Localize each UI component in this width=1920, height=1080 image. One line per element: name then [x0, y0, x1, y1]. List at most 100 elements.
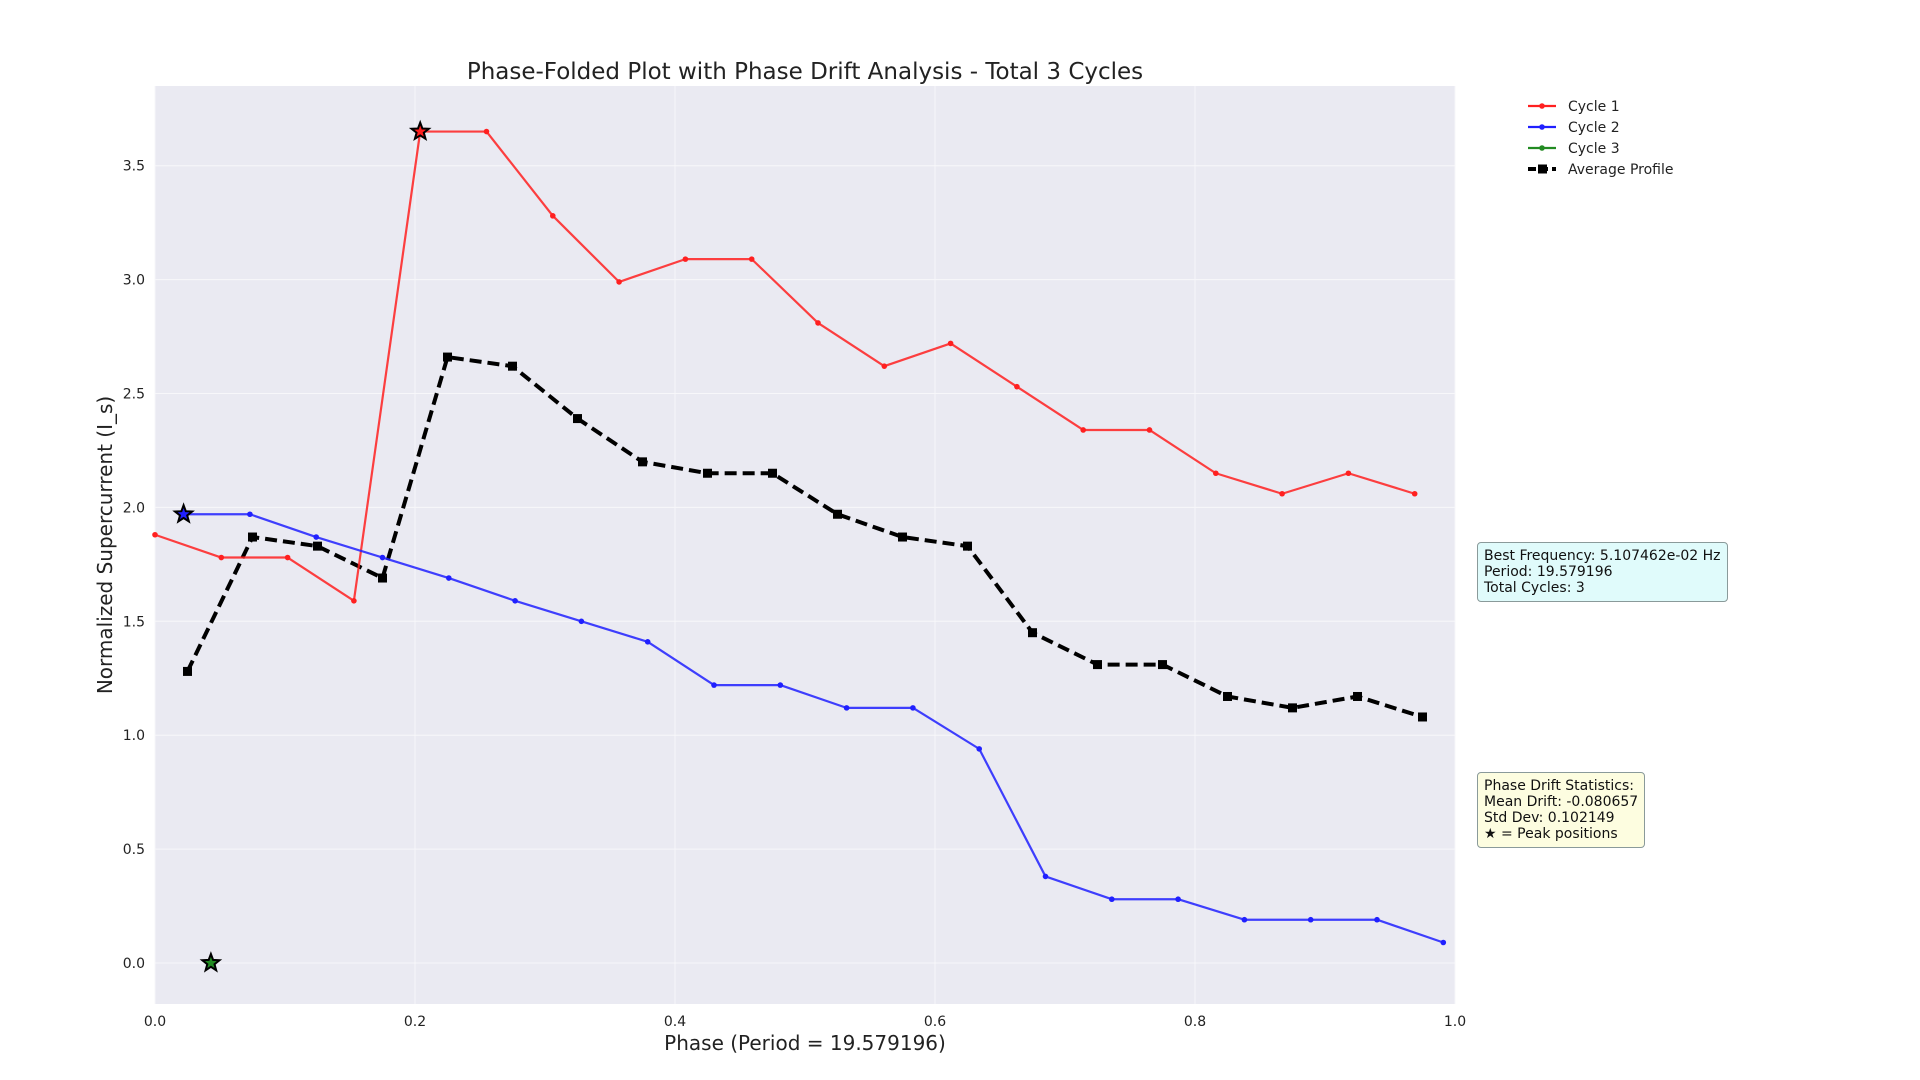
data-point — [550, 213, 556, 219]
x-tick-label: 0.4 — [664, 1014, 686, 1030]
legend-marker — [1538, 164, 1547, 174]
frequency-info-box: Best Frequency: 5.107462e-02 Hz Period: 1… — [1477, 542, 1728, 602]
series-layer — [152, 128, 1447, 946]
data-point — [446, 575, 452, 581]
data-point — [703, 468, 712, 478]
y-axis-label: Normalized Supercurrent (I_s) — [93, 396, 117, 694]
data-point — [1418, 712, 1427, 722]
data-point — [512, 598, 518, 604]
data-point — [183, 666, 192, 676]
data-point — [218, 554, 225, 561]
data-point — [351, 598, 357, 604]
data-point — [1146, 427, 1153, 433]
x-tick-label: 0.8 — [1184, 1014, 1206, 1030]
series-average-profile — [183, 352, 1427, 722]
data-point — [976, 746, 982, 752]
data-point — [898, 532, 907, 542]
legend-label: Cycle 3 — [1568, 141, 1620, 157]
legend-label: Average Profile — [1568, 162, 1673, 178]
data-point — [313, 534, 320, 540]
data-point — [1241, 916, 1248, 923]
y-tick-label: 0.5 — [123, 842, 145, 858]
data-point — [443, 352, 452, 362]
data-point — [1353, 691, 1362, 701]
grid-lines — [154, 86, 1456, 1004]
x-tick-label: 0.0 — [144, 1014, 166, 1030]
data-point — [508, 361, 517, 371]
x-tick-label: 1.0 — [1444, 1014, 1466, 1030]
data-point — [1307, 916, 1314, 923]
data-point — [379, 554, 386, 561]
info-period: Period: 19.579196 — [1484, 564, 1613, 580]
data-point — [313, 541, 322, 551]
data-point — [833, 509, 842, 519]
peak-star-marker — [172, 502, 195, 524]
series-line — [185, 355, 1424, 719]
data-point — [881, 363, 888, 369]
axis-ticks: 0.0 0.2 0.4 0.6 0.8 1.0 0.0 0.5 1.0 1.5 2.0 2.5 3.0 3… — [123, 159, 1466, 1030]
data-point — [573, 414, 582, 424]
y-tick-label: 0.0 — [123, 956, 145, 972]
data-point — [248, 532, 257, 542]
data-point — [1374, 916, 1380, 923]
data-point — [638, 457, 647, 467]
data-point — [1080, 427, 1086, 433]
data-point — [1158, 660, 1167, 670]
chart-title: Phase-Folded Plot with Phase Drift Analy… — [467, 59, 1143, 85]
data-point — [1279, 490, 1285, 497]
info-cycles: Total Cycles: 3 — [1484, 580, 1585, 596]
phase-drift-box: Phase Drift Statistics: Mean Drift: -0.08… — [1477, 772, 1646, 848]
data-point — [644, 639, 651, 645]
legend-label: Cycle 1 — [1568, 99, 1620, 115]
legend-marker — [1539, 145, 1545, 151]
data-point — [1175, 896, 1181, 903]
data-point — [748, 256, 755, 262]
peak-star-marker — [199, 951, 223, 973]
y-tick-label: 1.0 — [123, 728, 145, 744]
legend-marker — [1539, 103, 1545, 109]
y-tick-label: 2.5 — [123, 387, 145, 403]
legend-marker — [1539, 124, 1545, 130]
data-point — [963, 541, 972, 551]
peak-star-marker — [408, 119, 432, 142]
legend-item: Average Profile — [1528, 162, 1673, 178]
data-point — [284, 554, 291, 561]
series-cycle-1 — [152, 128, 1418, 604]
data-point — [1042, 873, 1049, 880]
y-tick-label: 3.0 — [123, 273, 145, 289]
series-line — [154, 130, 1416, 602]
data-point — [1213, 470, 1219, 477]
x-tick-label: 0.6 — [924, 1014, 946, 1030]
data-point — [247, 511, 253, 518]
legend: Cycle 1 Cycle 2 Cycle 3 Average Profile — [1528, 99, 1673, 178]
data-point — [578, 618, 585, 625]
data-point — [483, 128, 490, 135]
peak-markers — [172, 119, 432, 973]
data-point — [378, 573, 387, 583]
data-point — [768, 468, 777, 478]
legend-item: Cycle 1 — [1528, 99, 1620, 115]
drift-std: Std Dev: 0.102149 — [1484, 810, 1615, 826]
data-point — [682, 256, 689, 262]
series-line — [183, 513, 1444, 944]
drift-heading: Phase Drift Statistics: — [1484, 778, 1635, 794]
data-point — [815, 320, 821, 326]
data-point — [1093, 660, 1102, 670]
y-tick-label: 2.0 — [123, 500, 145, 516]
legend-label: Cycle 2 — [1568, 120, 1620, 136]
data-point — [616, 279, 622, 285]
y-tick-label: 1.5 — [123, 614, 145, 630]
data-point — [1223, 691, 1232, 701]
info-frequency: Best Frequency: 5.107462e-02 Hz — [1484, 548, 1721, 564]
data-point — [152, 531, 158, 538]
data-point — [1109, 896, 1115, 903]
x-axis-label: Phase (Period = 19.579196) — [664, 1031, 946, 1055]
data-point — [711, 682, 717, 688]
x-tick-label: 0.2 — [404, 1014, 426, 1030]
data-point — [1014, 383, 1020, 390]
data-point — [843, 705, 850, 711]
legend-item: Cycle 2 — [1528, 120, 1620, 136]
data-point — [1345, 470, 1352, 477]
data-point — [1440, 939, 1447, 946]
